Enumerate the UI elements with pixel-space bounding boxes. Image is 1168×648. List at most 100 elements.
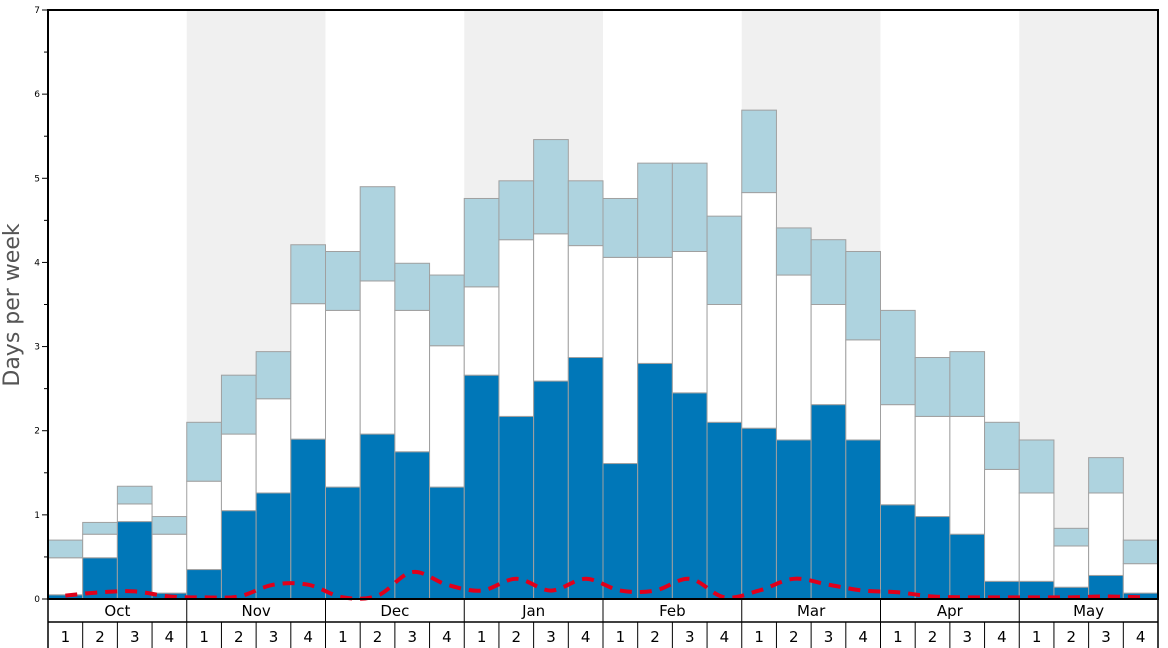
week-label: 2 xyxy=(373,628,383,646)
bar-segment xyxy=(116,521,153,600)
bar-segment xyxy=(290,303,326,440)
bar-segment xyxy=(741,109,777,194)
bar-segment xyxy=(186,569,222,600)
week-label: 4 xyxy=(997,628,1007,646)
bar-segment xyxy=(325,250,361,311)
bar-segment xyxy=(706,304,743,423)
bar-segment xyxy=(567,245,604,359)
plot-frame xyxy=(47,9,1159,600)
bar-segment xyxy=(429,486,465,600)
week-label: 3 xyxy=(685,628,695,646)
week-label: 1 xyxy=(61,628,71,646)
bar-segment xyxy=(1053,527,1090,547)
bar-segment xyxy=(325,309,361,488)
month-label: Jan xyxy=(521,602,545,620)
bar-segment xyxy=(1018,492,1055,582)
bar-segment xyxy=(533,380,569,600)
bar-segment xyxy=(845,339,881,441)
bar-segment xyxy=(394,262,431,311)
bar-segment xyxy=(845,250,881,341)
bar-segment xyxy=(671,162,708,252)
bar-segment xyxy=(116,485,153,505)
week-label: 4 xyxy=(858,628,868,646)
bar-segment xyxy=(810,239,847,306)
bar-segment xyxy=(637,256,673,364)
bar-segment xyxy=(359,433,396,600)
week-label: 2 xyxy=(650,628,660,646)
bar-segment xyxy=(359,280,396,435)
bar-segment xyxy=(671,392,708,600)
week-label: 1 xyxy=(199,628,209,646)
bar-segment xyxy=(1122,539,1159,565)
bar-segment xyxy=(914,415,951,518)
week-label: 1 xyxy=(893,628,903,646)
y-axis-label: Days per week xyxy=(0,223,25,386)
bar-segment xyxy=(463,374,500,600)
week-label: 3 xyxy=(130,628,140,646)
bar-segment xyxy=(429,274,465,347)
bar-segment xyxy=(394,309,431,453)
week-label: 1 xyxy=(754,628,764,646)
month-label: Mar xyxy=(797,602,826,620)
bar-segment xyxy=(984,468,1020,582)
bar-segment xyxy=(775,274,812,441)
bar-segment xyxy=(602,463,639,600)
bar-segment xyxy=(671,250,708,394)
bar-segment xyxy=(290,244,326,305)
bar-segment xyxy=(463,286,500,376)
bar-segment xyxy=(880,404,916,506)
bar-segment xyxy=(602,256,639,465)
bar-segment xyxy=(290,438,326,600)
bar-segment xyxy=(498,239,535,417)
bar-segment xyxy=(255,351,292,400)
week-label: 3 xyxy=(962,628,972,646)
bar-segment xyxy=(810,304,847,406)
week-label: 3 xyxy=(269,628,279,646)
month-label: May xyxy=(1073,602,1104,620)
bar-segment xyxy=(810,404,847,600)
bar-segment xyxy=(845,439,881,600)
bar-segment xyxy=(186,421,222,482)
bar-segment xyxy=(429,345,465,488)
bar-segment xyxy=(914,516,951,600)
week-label: 4 xyxy=(1136,628,1146,646)
week-label: 3 xyxy=(1101,628,1111,646)
bar-segment xyxy=(220,433,257,512)
week-label: 1 xyxy=(616,628,626,646)
y-tick-label: 6 xyxy=(34,90,40,100)
bar-segment xyxy=(463,197,500,288)
week-label: 1 xyxy=(477,628,487,646)
week-label: 3 xyxy=(824,628,834,646)
month-label: Dec xyxy=(380,602,409,620)
bar-segment xyxy=(1122,563,1159,594)
y-tick-label: 1 xyxy=(34,511,40,521)
bar-segment xyxy=(498,415,535,600)
risk-line xyxy=(65,569,1141,601)
bar-segment xyxy=(567,357,604,600)
bar-segment xyxy=(1053,545,1090,588)
week-label: 2 xyxy=(512,628,522,646)
bar-segment xyxy=(116,503,153,523)
bar-segment xyxy=(151,533,188,594)
y-tick-label: 2 xyxy=(34,427,40,437)
month-label: Oct xyxy=(104,602,130,620)
bar-segment xyxy=(325,486,361,600)
week-label: 2 xyxy=(789,628,799,646)
y-tick-label: 4 xyxy=(34,258,40,268)
bar-segment xyxy=(741,427,777,600)
week-label: 2 xyxy=(234,628,244,646)
bar-segment xyxy=(220,510,257,600)
bar-segment xyxy=(775,227,812,276)
bar-segment xyxy=(255,492,292,600)
bar-segment xyxy=(949,415,986,535)
week-label: 1 xyxy=(338,628,348,646)
week-label: 2 xyxy=(1067,628,1077,646)
y-tick-label: 0 xyxy=(34,595,40,605)
week-label: 1 xyxy=(1032,628,1042,646)
bar-segment xyxy=(47,557,84,596)
week-label: 4 xyxy=(303,628,313,646)
bar-segment xyxy=(741,192,777,429)
bar-segment xyxy=(984,421,1020,470)
bar-segment xyxy=(602,197,639,258)
y-tick-label: 5 xyxy=(34,174,40,184)
